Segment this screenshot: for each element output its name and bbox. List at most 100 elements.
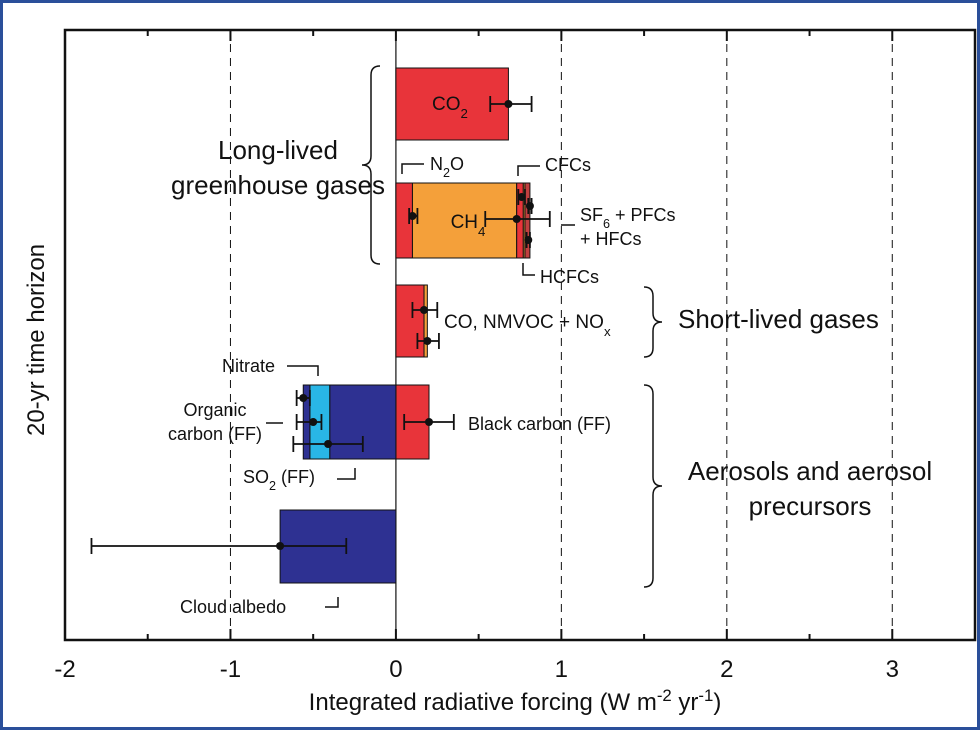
error-bar (295, 390, 311, 406)
error-bar (408, 208, 419, 224)
label: precursors (749, 491, 872, 521)
error-bar (403, 414, 455, 430)
x-tick-label: 2 (720, 656, 733, 683)
label-part: Nitrate (222, 356, 275, 376)
error-point (276, 542, 285, 550)
x-tick-label: 1 (555, 656, 568, 683)
label: HCFCs (540, 267, 599, 287)
error-point (512, 215, 521, 223)
label-subscript: 2 (269, 479, 276, 493)
label-part: greenhouse gases (171, 170, 385, 200)
error-bar (489, 96, 533, 112)
leader (517, 165, 540, 176)
label-part: ) (713, 689, 721, 716)
label-part: Cloud albedo (180, 597, 286, 617)
label-part: CO, NMVOC + NO (444, 312, 604, 333)
label: CFCs (545, 155, 591, 175)
error-bar (411, 302, 439, 318)
x-tick-label: 3 (886, 656, 899, 683)
label-superscript: -1 (698, 686, 713, 705)
error-bar (416, 333, 440, 349)
leaders (266, 163, 575, 608)
label: Nitrate (222, 356, 275, 376)
label: + HFCs (580, 229, 642, 249)
label-part: Long-lived (218, 135, 338, 165)
label: Black carbon (FF) (468, 414, 611, 434)
error-point (504, 100, 513, 108)
label: CO, NMVOC + NOx (444, 312, 611, 339)
label-part: CFCs (545, 155, 591, 175)
label-subscript: 6 (603, 217, 610, 231)
label-part: Aerosols and aerosol (688, 456, 932, 486)
label: SO2 (FF) (243, 467, 315, 493)
y-axis-label: 20-yr time horizon (23, 244, 50, 436)
label: Short-lived gases (678, 304, 879, 334)
label: Organic (183, 400, 246, 420)
error-bar (295, 414, 323, 430)
error-point (420, 306, 429, 314)
label-part: CO (432, 94, 461, 115)
label-subscript: 4 (478, 224, 485, 239)
leader (337, 468, 356, 480)
x-tick-label: -1 (220, 656, 241, 683)
error-point (408, 212, 417, 220)
label-superscript: -2 (657, 686, 672, 705)
label: N2O (430, 154, 464, 180)
label-part: + HFCs (580, 229, 642, 249)
bar-segment (423, 284, 428, 358)
label-part: + PFCs (610, 205, 676, 225)
error-bar (484, 211, 551, 227)
label: Integrated radiative forcing (W m-2 yr-1… (309, 686, 722, 717)
label-part: O (450, 154, 464, 174)
leader (401, 163, 424, 174)
error-point (309, 418, 318, 426)
leader (522, 263, 535, 276)
error-point (524, 236, 533, 244)
label-part: HCFCs (540, 267, 599, 287)
x-tick-label: 0 (389, 656, 402, 683)
label-part: precursors (749, 491, 872, 521)
label-part: N (430, 154, 443, 174)
error-bar (90, 538, 348, 554)
error-bar (292, 436, 364, 452)
label-part: carbon (FF) (168, 424, 262, 444)
plot-frame (63, 28, 977, 642)
brace (361, 65, 381, 265)
label-part: (FF) (276, 467, 315, 487)
bar-segment (411, 182, 518, 259)
leader (287, 365, 319, 376)
label: greenhouse gases (171, 170, 385, 200)
label: Aerosols and aerosol (688, 456, 932, 486)
x-tick-label: -2 (54, 656, 75, 683)
label-subscript: 2 (461, 106, 468, 121)
label: Cloud albedo (180, 597, 286, 617)
label-part: yr (672, 689, 699, 716)
label: CH4 (451, 212, 486, 239)
label-part: SF (580, 205, 603, 225)
label: SF6 + PFCs (580, 205, 676, 231)
error-point (425, 418, 433, 426)
label: CO2 (432, 94, 468, 121)
label-part: Organic (183, 400, 246, 420)
brace (643, 286, 663, 358)
error-point (299, 394, 308, 402)
bar-segment (524, 182, 531, 259)
leader (325, 597, 339, 608)
error-point (324, 440, 333, 448)
error-point (423, 337, 432, 345)
error-bar (524, 232, 533, 248)
error-point (517, 193, 526, 201)
label-subscript: 2 (443, 166, 450, 180)
brace (643, 384, 663, 588)
label: carbon (FF) (168, 424, 262, 444)
label: Long-lived (218, 135, 338, 165)
label-subscript: x (604, 324, 611, 339)
label-part: SO (243, 467, 269, 487)
label-part: Black carbon (FF) (468, 414, 611, 434)
bar-segment (395, 284, 425, 358)
label-part: Short-lived gases (678, 304, 879, 334)
label-part: Integrated radiative forcing (W m (309, 689, 657, 716)
label-part: CH (451, 212, 478, 233)
error-point (525, 202, 534, 210)
